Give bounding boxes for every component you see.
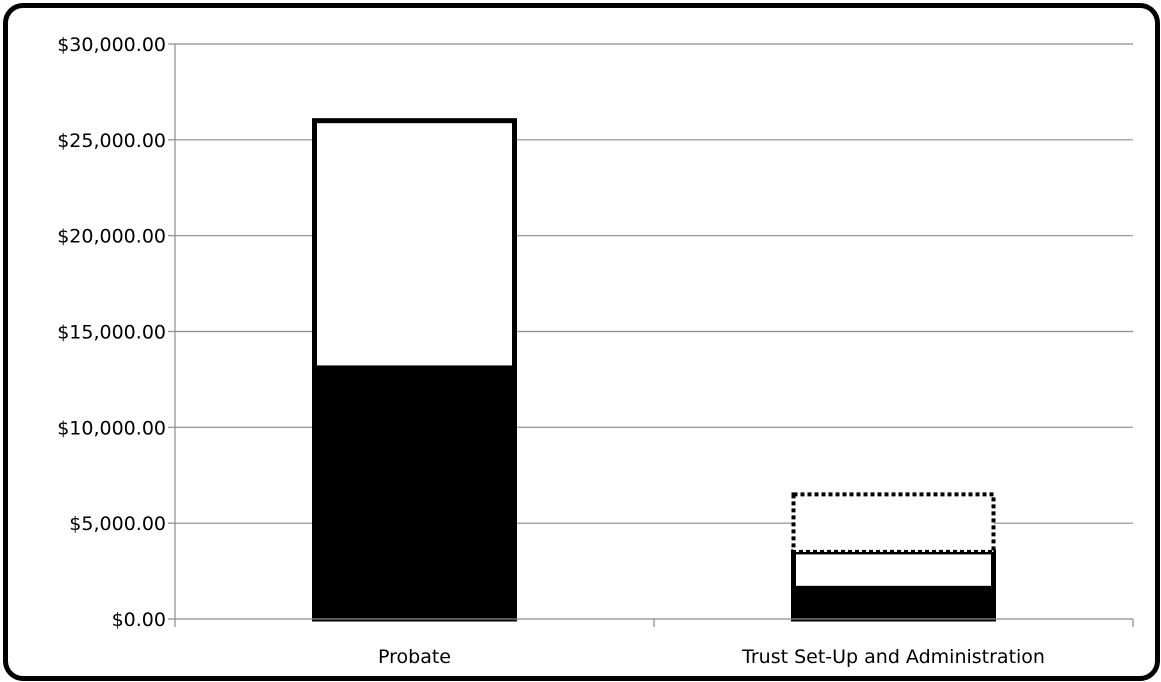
y-tick-label: $5,000.00: [69, 513, 166, 535]
y-tick-label: $10,000.00: [57, 417, 166, 439]
y-tick-label: $30,000.00: [57, 34, 166, 56]
x-category-label: Trust Set-Up and Administration: [741, 646, 1045, 668]
y-tick-label: $15,000.00: [57, 322, 166, 344]
bar-segment: [312, 118, 517, 371]
bar-segment: [791, 585, 996, 622]
bar-segment: [791, 492, 996, 554]
y-tick-label: $20,000.00: [57, 226, 166, 248]
x-axis-category-labels: Probate Trust Set-Up and Administration: [378, 646, 1045, 668]
x-category-label: Probate: [378, 646, 451, 668]
y-axis-tick-labels: $0.00 $5,000.00 $10,000.00 $15,000.00 $20,00…: [57, 34, 166, 631]
bar-segment: [312, 365, 517, 622]
axes: [168, 43, 1134, 627]
bar-segment: [791, 549, 996, 591]
y-tick-label: $25,000.00: [57, 130, 166, 152]
y-tick-label: $0.00: [112, 609, 166, 631]
bars: [312, 118, 996, 622]
